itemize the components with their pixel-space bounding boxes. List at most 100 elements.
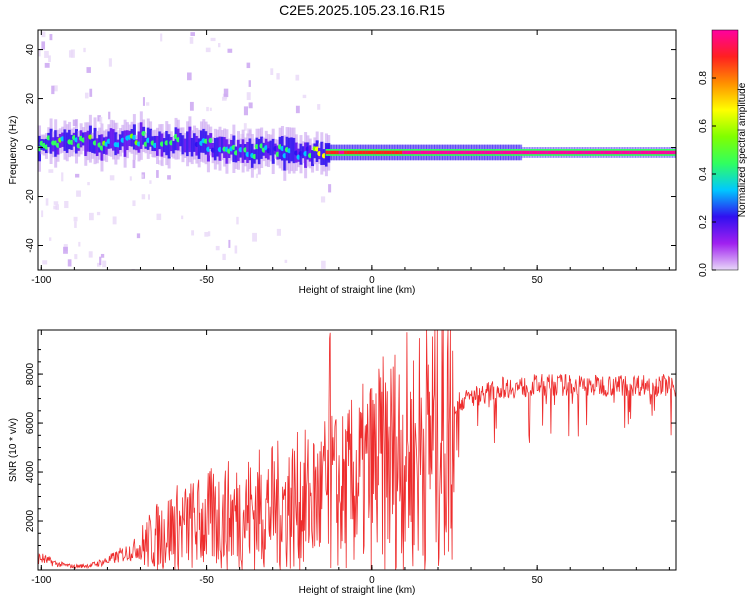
spectrogram-noise-cell [102, 260, 107, 268]
snr-marks [38, 330, 676, 570]
spectrogram-ridge-cell [420, 150, 425, 155]
spectrogram-ridge-cell [632, 150, 636, 155]
spectrogram-noise-cell [75, 173, 80, 178]
snr-x-tick-label: 0 [369, 575, 375, 586]
snr-x-ticks: -100 -50 0 50 [31, 330, 670, 586]
snr-y-axis-label: SNR (10 * v/v) [8, 418, 19, 482]
spectrogram-noise-cell [191, 230, 195, 236]
spectrogram-ridge-cell [455, 150, 459, 155]
spectrogram-ridge-cell [592, 150, 597, 155]
spectrogram-noise-cell [181, 215, 184, 220]
spectrogram-x-tick-label: -100 [31, 275, 51, 286]
spectrogram-ridge-cell [568, 150, 573, 155]
spectrogram-ridge-cell [529, 150, 533, 155]
spectrogram-noise-cell [209, 107, 212, 111]
spectrogram-noise-cell [45, 198, 49, 206]
spectrogram-ridge-cell [653, 150, 658, 155]
spectrogram-ridge-cell [650, 150, 655, 155]
spectrogram-ridge-cell [370, 150, 375, 155]
snr-y-tick-label: 4000 [25, 460, 36, 483]
spectrogram-noise-cell [146, 102, 150, 106]
spectrogram-noise-cell [96, 211, 101, 216]
colorbar-label: Normalized spectral amplitude [737, 82, 748, 217]
spectrogram-noise-cell [302, 94, 307, 99]
spectrogram-ridge-cell [616, 150, 620, 155]
spectrogram-noise-cell [295, 105, 300, 114]
spectrogram-ridge-cell [473, 150, 478, 155]
spectrogram-noise-cell [218, 43, 221, 48]
spectrogram-noise-cell [156, 170, 159, 178]
spectrogram-ridge-cell [505, 150, 509, 155]
spectrogram-noise-cell [187, 72, 192, 81]
spectrogram-noise-cell [167, 175, 171, 180]
spectrogram-ridge-cell [375, 150, 380, 155]
spectrogram-noise-cell [63, 246, 68, 254]
spectrogram-core-cell [49, 128, 53, 154]
spectrogram-core-cell [183, 138, 187, 153]
spectrogram-noise-cell [248, 102, 253, 109]
spectrogram-ridge-cell [510, 150, 515, 155]
colorbar-ticks: 0.0 0.2 0.4 0.6 0.8 [698, 71, 716, 277]
spectrogram-ridge-cell [426, 150, 430, 155]
spectrogram-ridge-cell [449, 150, 454, 155]
spectrogram-ridge-cell [367, 150, 372, 155]
spectrogram-ridge-cell [658, 150, 663, 155]
spectrogram-ridge-cell [595, 150, 599, 155]
spectrogram-noise-cell [276, 73, 280, 80]
spectrogram-ridge-cell [359, 150, 364, 155]
spectrogram-noise-cell [248, 80, 251, 87]
spectrogram-ridge-cell [365, 150, 369, 155]
spectrogram-noise-cell [55, 204, 59, 210]
spectrogram-ridge-cell [669, 150, 673, 155]
spectrogram-ridge-cell [534, 150, 539, 155]
spectrogram-core-cell [179, 132, 183, 147]
spectrogram-noise-cell [246, 92, 251, 101]
spectrogram-noise-cell [207, 231, 211, 237]
spectrogram-ridge-cell [346, 150, 351, 155]
spectrogram-core-cell [216, 137, 220, 157]
spectrogram-ridge-cell [635, 150, 639, 155]
spectrogram-noise-cell [243, 123, 247, 131]
spectrogram-core-cell [257, 138, 261, 165]
spectrogram-noise-cell [74, 254, 78, 260]
spectrogram-noise-cell [190, 32, 195, 37]
spectrogram-core-cell [301, 146, 305, 159]
spectrogram-core-cell [95, 138, 99, 157]
spectrogram-core-cell [158, 131, 162, 150]
spectrogram-ridge-cell [481, 150, 486, 155]
spectrogram-noise-cell [48, 169, 54, 173]
colorbar-tick-label: 0.2 [698, 215, 709, 229]
spectrogram-ridge-cell [381, 150, 385, 155]
spectrogram-ridge-cell [336, 150, 340, 155]
spectrogram-noise-cell [223, 88, 229, 98]
spectrogram-core-cell [220, 136, 224, 154]
spectrogram-noise-cell [53, 201, 59, 205]
colorbar-tick-label: 0.6 [698, 119, 709, 133]
spectrogram-ridge-cell [338, 150, 343, 155]
spectrogram-noise-cell [136, 233, 141, 239]
spectrogram-ridge-cell [648, 150, 652, 155]
spectrogram-core-cell [109, 128, 113, 149]
spectrogram-ridge-cell [465, 150, 470, 155]
spectrogram-noise-cell [189, 37, 194, 44]
spectrogram-core-cell [290, 137, 294, 162]
spectrogram-ridge-cell [468, 150, 472, 155]
spectrogram-ridge-cell [674, 150, 676, 155]
spectrogram-core-cell [190, 137, 194, 157]
spectrogram-ridge-cell [486, 150, 491, 155]
spectrogram-ridge-cell [587, 150, 591, 155]
spectrogram-ridge-cell [391, 150, 396, 155]
spectrogram-ridge-cell [584, 150, 589, 155]
spectrogram-ridge-cell [521, 150, 525, 155]
spectrogram-core-cell [213, 138, 217, 161]
spectrogram-core-cell [162, 138, 166, 153]
spectrogram-ridge-cell [629, 150, 634, 155]
spectrogram-ridge-cell [476, 150, 480, 155]
colorbar: 0.0 0.2 0.4 0.6 0.8 Normalized spectral ampl… [698, 29, 748, 277]
spectrogram-noise-cell [108, 58, 112, 67]
spectrogram-core-cell [193, 133, 197, 152]
spectrogram-y-tick-label: -40 [25, 238, 36, 253]
spectrogram-ridge-cell [513, 150, 517, 155]
snr-y-ticks: 2000 4000 6000 8000 [25, 349, 676, 547]
spectrogram-ridge-cell [399, 150, 404, 155]
